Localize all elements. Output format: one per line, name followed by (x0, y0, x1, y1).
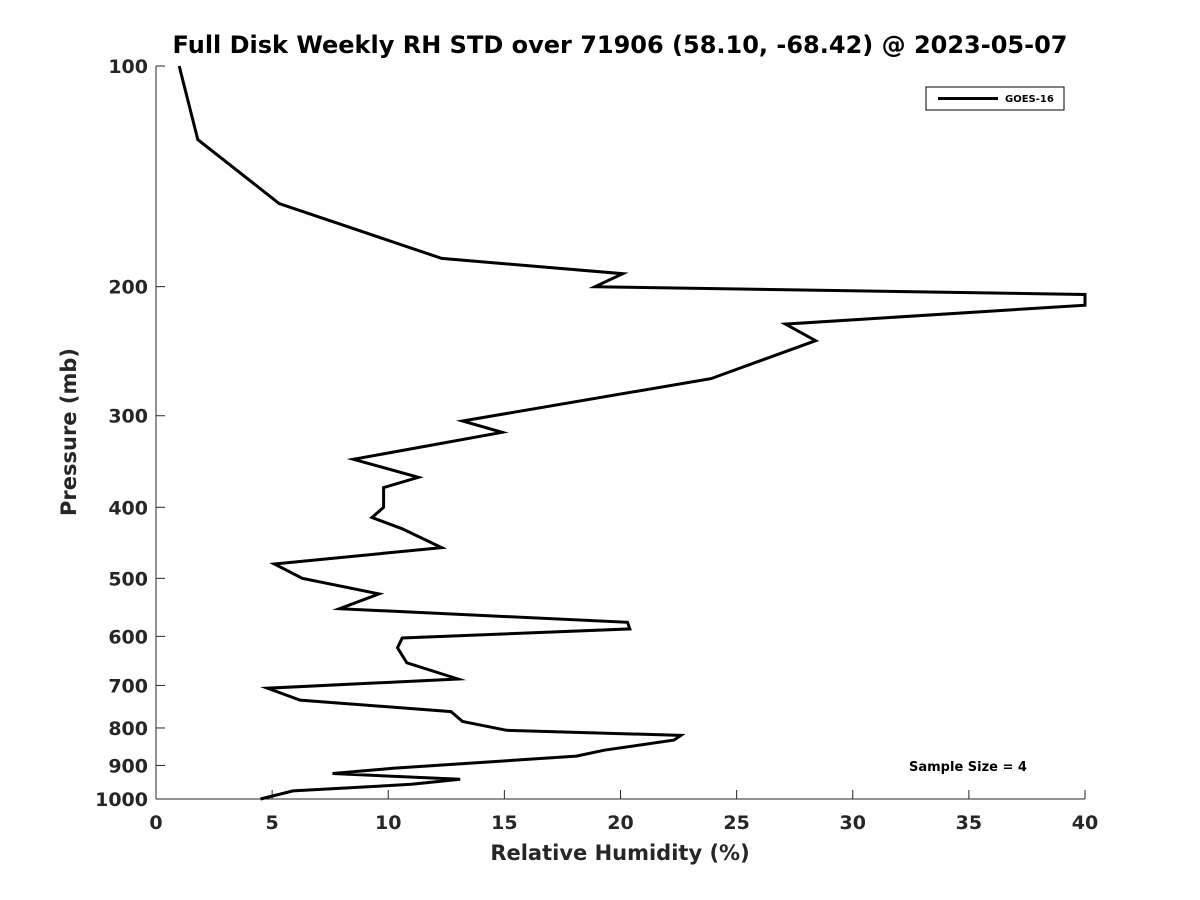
y-tick-label: 700 (108, 675, 148, 697)
x-tick-label: 40 (1072, 812, 1098, 834)
y-tick-label: 300 (108, 406, 148, 428)
y-tick-label: 1000 (95, 789, 148, 811)
y-tick-label: 400 (108, 497, 148, 519)
sample-size-annotation: Sample Size = 4 (909, 760, 1027, 775)
y-axis-label: Pressure (mb) (57, 348, 81, 516)
legend: GOES-16 (925, 86, 1065, 111)
y-tick-label: 200 (108, 277, 148, 299)
y-tick-label: 900 (108, 755, 148, 777)
legend-label-goes-16: GOES-16 (1005, 94, 1054, 105)
series-line-goes-16 (177, 65, 1087, 801)
y-tick-label: 500 (108, 568, 148, 590)
series-layer (177, 65, 1087, 801)
x-tick-label: 20 (607, 812, 633, 834)
x-tick-label: 30 (840, 812, 866, 834)
x-tick-label: 5 (266, 812, 279, 834)
chart-title: Full Disk Weekly RH STD over 71906 (58.1… (173, 31, 1068, 59)
y-tick-label: 600 (108, 626, 148, 648)
y-axis-ticks: 100 200 300 400 500 600 700 800 900 1000 (95, 56, 165, 811)
x-tick-label: 25 (723, 812, 749, 834)
x-tick-label: 10 (375, 812, 401, 834)
x-tick-label: 15 (491, 812, 517, 834)
x-axis-ticks: 0 5 10 15 20 25 30 35 40 (149, 790, 1098, 834)
x-tick-label: 35 (956, 812, 982, 834)
x-axis-label: Relative Humidity (%) (490, 841, 749, 865)
y-tick-label: 800 (108, 718, 148, 740)
y-tick-label: 100 (108, 56, 148, 78)
x-tick-label: 0 (149, 812, 162, 834)
